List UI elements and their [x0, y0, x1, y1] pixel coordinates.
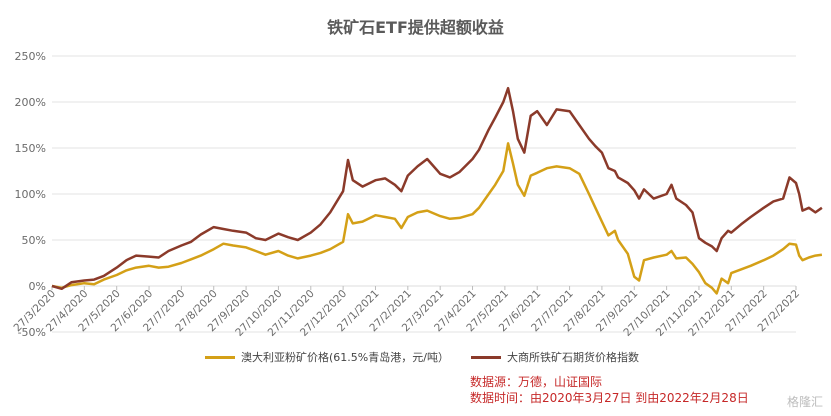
y-tick-label: 200% — [15, 96, 46, 109]
legend-item-series-1: 澳大利亚粉矿价格(61.5%青岛港，元/吨） — [205, 349, 449, 365]
y-tick-label: 250% — [15, 50, 46, 63]
y-tick-label: 50% — [22, 234, 46, 247]
source-note: 数据源：万德，山证国际 数据时间：由2020年3月27日 到由2022年2月28… — [470, 374, 749, 406]
y-tick-label: 0% — [29, 280, 46, 293]
source-line-2: 数据时间：由2020年3月27日 到由2022年2月28日 — [470, 391, 749, 405]
legend-swatch-series-2 — [470, 355, 501, 359]
y-tick-label: -50% — [18, 326, 46, 339]
y-tick-label: 100% — [15, 188, 46, 201]
grid-lines — [52, 55, 796, 333]
y-axis-ticks: -50% 0% 50% 100% 150% 200% 250% — [15, 50, 46, 339]
source-line-1: 数据源：万德，山证国际 — [470, 375, 603, 389]
legend-swatch-series-1 — [205, 355, 235, 359]
series-lines — [51, 86, 823, 295]
legend-label-series-2: 大商所铁矿石期货价格指数 — [506, 351, 639, 364]
x-axis-ticks: 27/3/202027/4/202027/5/202027/6/202027/7… — [12, 286, 802, 339]
legend-item-series-2: 大商所铁矿石期货价格指数 — [470, 349, 639, 365]
series-line-1 — [51, 142, 823, 295]
series-line-2 — [51, 86, 823, 291]
legend-label-series-1: 澳大利亚粉矿价格(61.5%青岛港，元/吨） — [241, 351, 449, 364]
legend: 澳大利亚粉矿价格(61.5%青岛港，元/吨） 大商所铁矿石期货价格指数 — [205, 349, 639, 365]
watermark: 格隆汇 — [786, 395, 823, 409]
y-tick-label: 150% — [15, 142, 46, 155]
chart-title: 铁矿石ETF提供超额收益 — [327, 18, 504, 37]
